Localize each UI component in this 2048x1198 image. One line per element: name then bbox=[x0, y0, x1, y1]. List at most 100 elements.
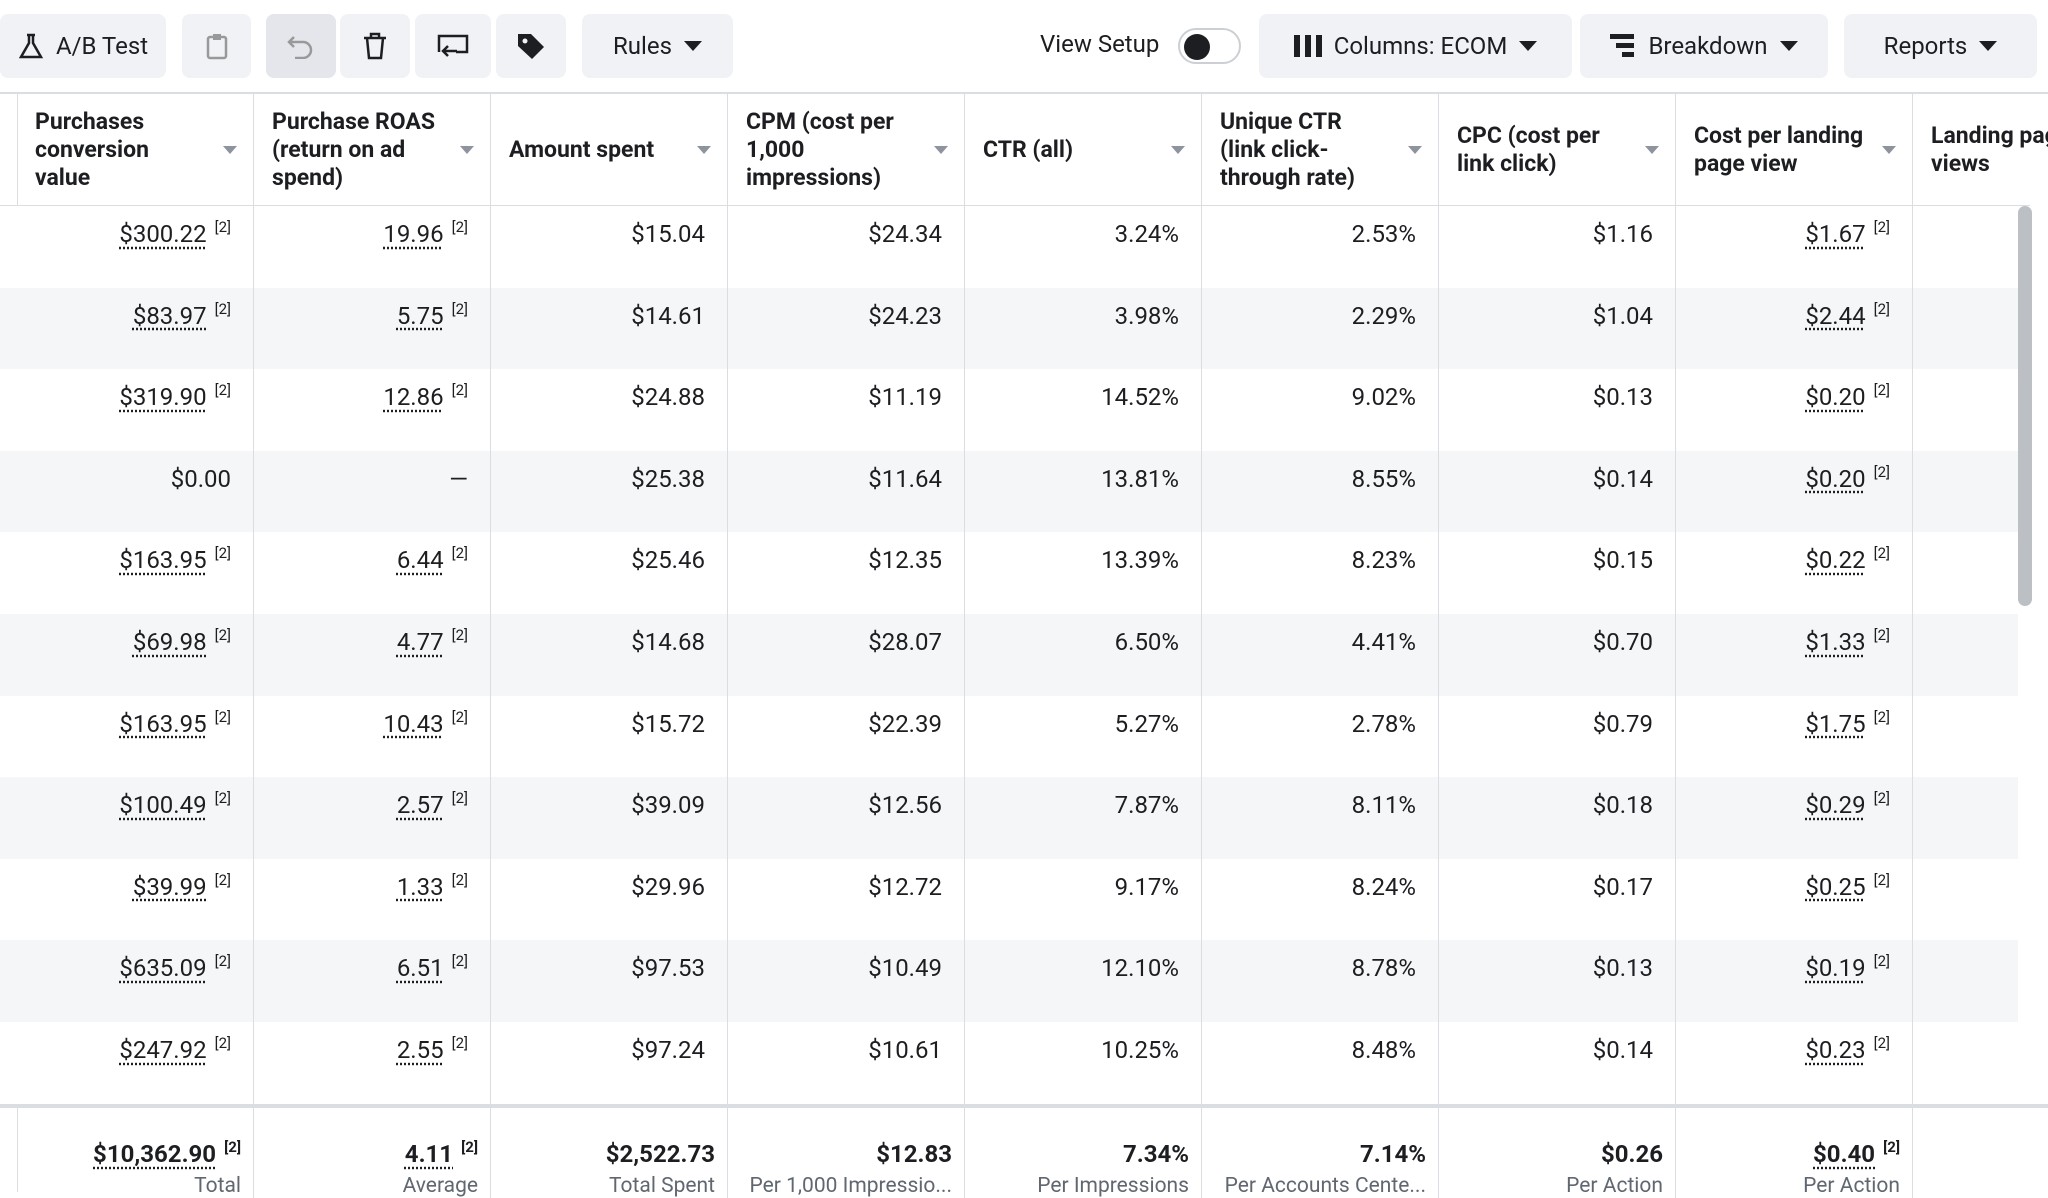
cell-value: 2.57 bbox=[396, 791, 444, 820]
sort-caret[interactable] bbox=[1171, 146, 1185, 154]
table-cell: $0.20 [2] bbox=[1676, 450, 1913, 533]
scrollbar[interactable] bbox=[2018, 206, 2032, 606]
rules-button[interactable]: Rules bbox=[582, 14, 733, 78]
header-text: Unique CTR (link click-through rate) bbox=[1220, 108, 1355, 191]
column-header[interactable]: Cost per landing page view bbox=[1676, 94, 1913, 206]
flask-icon bbox=[18, 33, 44, 59]
cell-value: $0.00 bbox=[170, 464, 231, 493]
table-cell: 2.53% bbox=[1202, 206, 1439, 288]
tag-button[interactable] bbox=[496, 14, 566, 78]
table-cell: 13.81% bbox=[965, 450, 1202, 533]
cell-value: 10.43 bbox=[383, 709, 444, 738]
sort-caret[interactable] bbox=[697, 146, 711, 154]
cell-value: $1.33 bbox=[1805, 628, 1866, 656]
column-header[interactable]: Landing page views bbox=[1913, 94, 2048, 206]
export-button[interactable] bbox=[415, 14, 491, 78]
cell-value: $0.19 bbox=[1805, 954, 1866, 983]
cell-value: 8.78% bbox=[1351, 954, 1416, 983]
table-cell: $15.04 bbox=[491, 206, 728, 288]
cell-value: 4.41% bbox=[1351, 628, 1416, 656]
column-header[interactable]: CPM (cost per 1,000 impressions) bbox=[728, 94, 965, 206]
total-value: $10,362.90 bbox=[93, 1140, 217, 1168]
column-header[interactable]: CPC (cost per link click) bbox=[1439, 94, 1676, 206]
sort-caret[interactable] bbox=[460, 146, 474, 154]
total-value: $12.83 bbox=[876, 1140, 952, 1168]
table-cell: 1.33 [2] bbox=[254, 858, 491, 941]
ab-test-button[interactable]: A/B Test bbox=[0, 14, 166, 78]
view-setup-toggle[interactable] bbox=[1178, 28, 1241, 64]
table-cell: $14.68 bbox=[491, 614, 728, 696]
table-cell bbox=[1913, 1022, 2048, 1104]
reports-button[interactable]: Reports bbox=[1844, 14, 2037, 78]
sort-caret[interactable] bbox=[223, 146, 237, 154]
total-line: $10,362.90 [2] bbox=[93, 1138, 241, 1168]
cell-value: 8.23% bbox=[1351, 546, 1416, 575]
footnote: [2] bbox=[451, 707, 468, 726]
cell-value: $2.44 bbox=[1805, 301, 1866, 330]
total-line: 4.11 [2] bbox=[405, 1138, 478, 1168]
cell-value: $0.18 bbox=[1592, 791, 1653, 820]
total-label: Total Spent bbox=[609, 1174, 715, 1198]
table-cell: 13.39% bbox=[965, 532, 1202, 614]
cell-value: $1.16 bbox=[1592, 220, 1653, 248]
table-cell: $24.88 bbox=[491, 369, 728, 451]
footnote: [2] bbox=[1873, 1034, 1890, 1052]
footnote: [2] bbox=[451, 789, 468, 808]
cell-value: $0.14 bbox=[1592, 1036, 1653, 1064]
duplicate-button[interactable] bbox=[182, 14, 251, 78]
footnote: [2] bbox=[1873, 952, 1890, 971]
cell-value: $100.49 bbox=[119, 791, 207, 820]
cell-value: $11.64 bbox=[868, 464, 942, 493]
sort-caret[interactable] bbox=[1882, 146, 1896, 154]
column-header[interactable]: Purchase ROAS (return on ad spend) bbox=[254, 94, 491, 206]
table-cell bbox=[1913, 859, 2048, 941]
table-cell: 7.87% bbox=[965, 777, 1202, 859]
table-cell: $0.29 [2] bbox=[1676, 777, 1913, 859]
table-cell: $0.70 bbox=[1439, 614, 1676, 696]
cell-value: $1.75 bbox=[1805, 709, 1866, 738]
cell-value: $14.61 bbox=[631, 301, 705, 330]
column-header[interactable]: Unique CTR (link click-through rate) bbox=[1202, 94, 1439, 206]
tag-icon bbox=[518, 34, 544, 59]
total-value: $2,522.73 bbox=[605, 1140, 715, 1168]
footnote: [2] bbox=[214, 789, 231, 808]
table-cell: $97.53 bbox=[491, 940, 728, 1022]
total-cell: $2,522.73 Total Spent bbox=[491, 1108, 728, 1198]
table-cell: 12.86 [2] bbox=[254, 369, 491, 451]
table-cell: $0.20 [2] bbox=[1676, 369, 1913, 451]
caret bbox=[1519, 41, 1538, 51]
column-header[interactable]: Purchases conversion value bbox=[17, 94, 254, 206]
table-cell: 4.41% bbox=[1202, 614, 1439, 696]
footer-border bbox=[0, 1104, 2048, 1108]
cell-value: $0.25 bbox=[1805, 872, 1866, 901]
row-background bbox=[0, 1022, 2018, 1104]
cell-value: 1.33 bbox=[396, 872, 444, 901]
column-header[interactable]: CTR (all) bbox=[965, 94, 1202, 206]
columns-button[interactable]: Columns: ECOM bbox=[1259, 14, 1572, 78]
sort-caret[interactable] bbox=[1408, 146, 1422, 154]
table-cell: $24.34 bbox=[728, 206, 965, 288]
table-cell: $15.72 bbox=[491, 695, 728, 778]
breakdown-icon bbox=[1610, 34, 1635, 57]
undo-button[interactable] bbox=[266, 14, 336, 78]
column-header[interactable]: Amount spent bbox=[491, 94, 728, 206]
footnote: [2] bbox=[451, 381, 468, 400]
total-label: Per Accounts Cente... bbox=[1224, 1174, 1426, 1198]
delete-button[interactable] bbox=[340, 14, 410, 78]
sort-caret[interactable] bbox=[934, 146, 948, 154]
cell-value: 10.25% bbox=[1101, 1036, 1179, 1064]
cell-value: $24.88 bbox=[631, 383, 705, 412]
total-value: $0.26 bbox=[1600, 1140, 1663, 1168]
cell-value: $0.20 bbox=[1805, 464, 1866, 493]
export-icon bbox=[437, 34, 469, 57]
table-cell: $0.14 bbox=[1439, 1022, 1676, 1104]
breakdown-button[interactable]: Breakdown bbox=[1580, 14, 1828, 78]
table-cell: — bbox=[254, 450, 491, 533]
cell-value: $0.20 bbox=[1805, 383, 1866, 412]
header-text: Amount spent bbox=[509, 136, 655, 163]
cell-value: $319.90 bbox=[119, 383, 207, 412]
cell-value: $24.34 bbox=[868, 220, 942, 248]
table-cell: 2.57 [2] bbox=[254, 777, 491, 859]
footnote: [2] bbox=[1873, 218, 1890, 236]
sort-caret[interactable] bbox=[1645, 146, 1659, 154]
